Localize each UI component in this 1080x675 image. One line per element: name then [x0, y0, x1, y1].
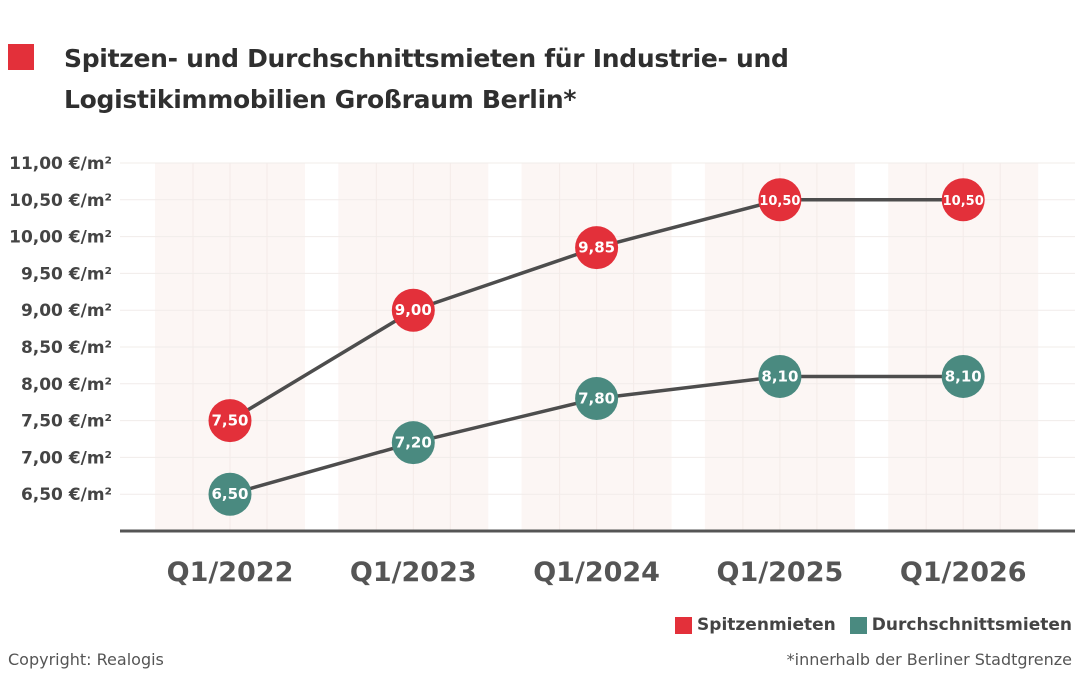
data-label: 9,00 — [395, 301, 432, 319]
data-point — [758, 178, 802, 222]
data-point — [208, 472, 252, 516]
data-label: 7,50 — [211, 412, 248, 430]
data-point — [941, 354, 985, 398]
legend-label-spitzenmieten: Spitzenmieten — [697, 615, 836, 635]
data-label: 7,20 — [395, 434, 432, 452]
y-tick-label: 10,50 €/m² — [9, 191, 112, 211]
x-tick-label: Q1/2022 — [167, 557, 294, 588]
data-label: 10,50 — [759, 194, 800, 209]
legend-swatch-durchschnittsmieten — [849, 616, 867, 634]
y-tick-label: 10,00 €/m² — [9, 228, 112, 248]
legend-swatch-spitzenmieten — [675, 616, 693, 634]
y-tick-label: 9,50 €/m² — [21, 264, 112, 284]
legend-label-durchschnittsmieten: Durchschnittsmieten — [871, 615, 1072, 635]
x-tick-label: Q1/2026 — [900, 557, 1027, 588]
title-marker — [8, 44, 34, 70]
x-tick-label: Q1/2023 — [350, 557, 477, 588]
x-tick-label: Q1/2024 — [533, 557, 660, 588]
data-label: 8,10 — [945, 367, 982, 385]
data-point — [575, 226, 619, 270]
y-tick-label: 6,50 €/m² — [21, 485, 112, 505]
data-point — [391, 421, 435, 465]
data-label: 7,80 — [578, 390, 615, 408]
x-tick-label: Q1/2025 — [717, 557, 844, 588]
y-tick-label: 8,00 €/m² — [21, 375, 112, 395]
data-label: 10,50 — [943, 194, 984, 209]
data-point — [391, 288, 435, 332]
chart-title: Spitzen- und Durchschnittsmieten für Ind… — [64, 44, 789, 114]
data-label: 9,85 — [578, 239, 615, 257]
data-point — [575, 377, 619, 421]
data-point — [758, 354, 802, 398]
data-point — [941, 178, 985, 222]
data-label: 8,10 — [761, 367, 798, 385]
y-tick-label: 7,00 €/m² — [21, 448, 112, 468]
y-tick-label: 9,00 €/m² — [21, 301, 112, 321]
y-tick-label: 8,50 €/m² — [21, 338, 112, 358]
data-point — [208, 399, 252, 443]
copyright: Copyright: Realogis — [8, 650, 164, 669]
legend: Spitzenmieten Durchschnittsmieten — [661, 615, 1072, 635]
y-tick-label: 11,00 €/m² — [9, 154, 112, 174]
footnote: *innerhalb der Berliner Stadtgrenze — [786, 650, 1072, 669]
data-label: 6,50 — [211, 485, 248, 503]
y-tick-label: 7,50 €/m² — [21, 412, 112, 432]
